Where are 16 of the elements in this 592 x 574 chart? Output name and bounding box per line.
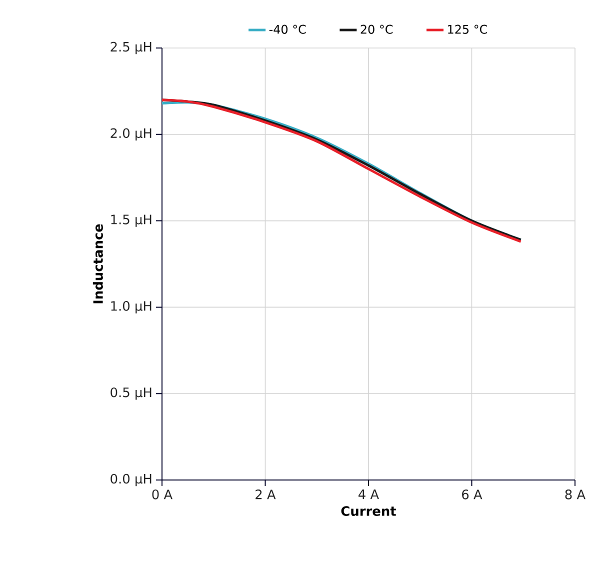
x-axis-title: Current bbox=[341, 506, 396, 516]
y-axis-title: Inductance bbox=[92, 224, 103, 304]
y-tick-label: 2.0 µH bbox=[110, 128, 152, 141]
x-tick-label: 0 A bbox=[152, 490, 172, 500]
x-tick-label: 8 A bbox=[565, 490, 586, 500]
x-tick-label: 6 A bbox=[462, 490, 482, 500]
legend-label: -40 °C bbox=[269, 24, 306, 34]
x-tick-label: 4 A bbox=[358, 490, 379, 499]
y-tick-label: 1.0 µH bbox=[111, 301, 152, 314]
y-tick-label: 2.5 µH bbox=[110, 42, 152, 54]
legend-label: 20 °C bbox=[360, 24, 393, 34]
y-tick-label: 0.0 µH bbox=[110, 474, 152, 486]
legend-label: 125 °C bbox=[448, 24, 488, 34]
y-tick-label: 1.5 µH bbox=[111, 214, 152, 227]
x-tick-label: 2 A bbox=[256, 490, 276, 500]
y-tick-label: 0.5 µH bbox=[110, 387, 152, 400]
